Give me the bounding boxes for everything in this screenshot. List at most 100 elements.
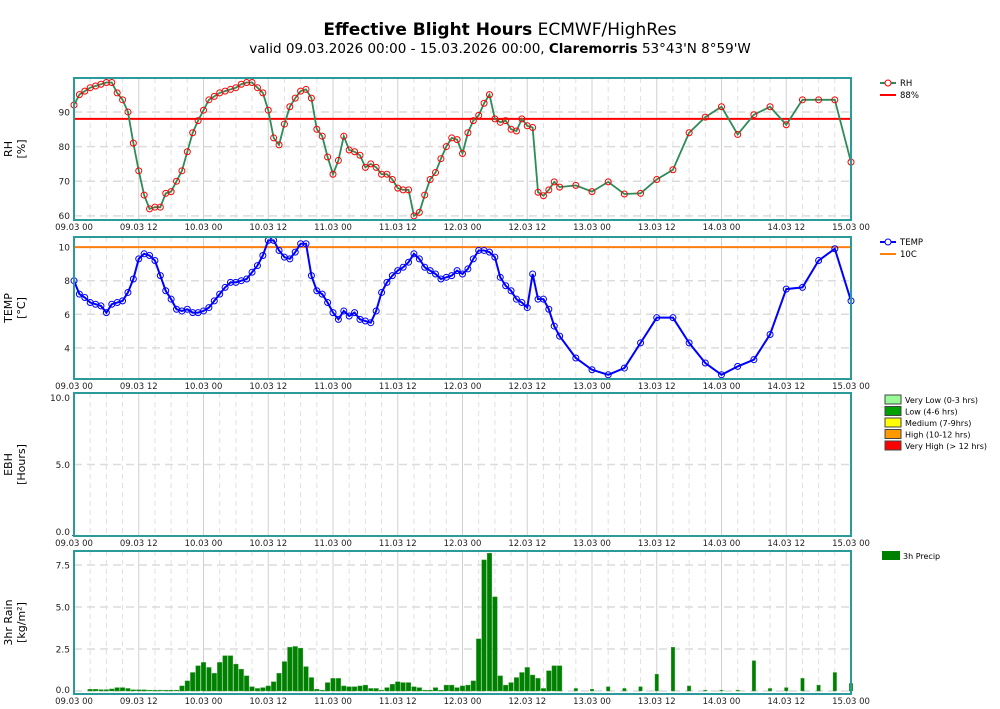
data-point (243, 79, 251, 87)
bar (298, 647, 304, 692)
y-axis-label-name: RH (2, 141, 15, 157)
data-point (129, 139, 137, 147)
data-point (453, 267, 461, 275)
x-tick-label: 13.03 12 (638, 382, 676, 392)
bar (287, 647, 293, 692)
data-point (831, 96, 839, 104)
legend-swatch (884, 406, 902, 416)
x-tick-label: 09.03 12 (120, 539, 158, 549)
bar (379, 689, 385, 692)
data-point (831, 245, 839, 253)
data-point (340, 132, 348, 140)
data-point (361, 163, 369, 171)
y-axis-label-unit: [Hours] (15, 444, 28, 485)
data-point (313, 287, 321, 295)
bar (211, 673, 217, 692)
data-point (448, 272, 456, 280)
data-point (253, 262, 261, 270)
data-point (669, 314, 677, 322)
y-tick-label: 80 (59, 143, 71, 153)
legend-swatch (884, 429, 902, 439)
data-point (798, 96, 806, 104)
data-point (345, 312, 353, 320)
data-point (167, 295, 175, 303)
bar (195, 665, 201, 692)
data-point (102, 79, 110, 87)
y-tick-label: 10.0 (50, 394, 70, 404)
x-tick-label: 10.03 12 (249, 382, 287, 392)
data-point (200, 106, 207, 114)
x-tick-label: 09.03 12 (120, 382, 158, 392)
data-point (270, 134, 278, 142)
legend-label: Very Low (0-3 hrs) (905, 396, 978, 405)
bar (174, 689, 180, 692)
bar (368, 688, 374, 692)
y-axis-label-unit: [kg/m²] (15, 602, 28, 643)
data-point (318, 132, 326, 140)
bar (687, 685, 692, 692)
x-tick-label: 12.03 00 (444, 697, 482, 707)
y-axis-label: TEMP[°C] (2, 293, 28, 324)
data-point (329, 309, 337, 317)
data-point (286, 103, 294, 111)
x-tick-label: 14.03 00 (703, 223, 741, 233)
data-point (496, 273, 504, 281)
data-point (297, 240, 305, 248)
data-point (550, 322, 558, 330)
bar (98, 689, 104, 692)
x-tick-label: 12.03 12 (508, 382, 546, 392)
data-point (512, 127, 520, 135)
data-point (340, 307, 348, 315)
x-tick-label: 13.03 00 (573, 382, 611, 392)
data-point (415, 255, 423, 263)
x-tick-label: 09.03 12 (120, 223, 158, 233)
bar (244, 675, 250, 692)
data-point (415, 208, 423, 216)
bar (357, 685, 363, 692)
x-tick-label: 12.03 00 (444, 382, 482, 392)
bar (433, 687, 439, 692)
data-point (75, 290, 83, 298)
bar (249, 686, 255, 692)
data-point (113, 89, 121, 97)
data-point (194, 117, 202, 125)
bar (784, 687, 789, 692)
data-point (459, 150, 466, 158)
x-tick-label: 13.03 12 (638, 697, 676, 707)
bar (141, 689, 147, 692)
bar (449, 684, 455, 692)
data-point (556, 183, 564, 191)
bar (109, 688, 115, 692)
y-axis-label: RH[%] (2, 139, 28, 158)
bar (335, 678, 341, 692)
data-point (701, 359, 709, 367)
x-tick-label: 12.03 12 (508, 223, 546, 233)
bar (638, 686, 643, 692)
bar (540, 688, 546, 692)
bar (590, 689, 594, 692)
bar (136, 689, 142, 692)
x-tick-label: 10.03 12 (249, 539, 287, 549)
data-point (156, 203, 164, 211)
bar (416, 687, 422, 692)
data-point (372, 307, 380, 315)
bar (670, 647, 675, 692)
x-tick-label: 12.03 00 (444, 223, 482, 233)
data-point (620, 364, 628, 372)
bar (168, 689, 174, 692)
y-tick-label: 10 (59, 244, 71, 254)
data-point (480, 99, 488, 107)
data-point (464, 129, 472, 137)
x-tick-label: 09.03 12 (120, 697, 158, 707)
bar (184, 680, 190, 692)
bar (303, 666, 309, 692)
data-point (259, 251, 267, 259)
data-point (356, 151, 364, 159)
data-point (97, 302, 105, 310)
bar (719, 689, 724, 692)
data-point (637, 189, 645, 197)
bar (157, 689, 163, 692)
data-point (81, 293, 89, 301)
legend-label-threshold: 88% (900, 91, 919, 101)
